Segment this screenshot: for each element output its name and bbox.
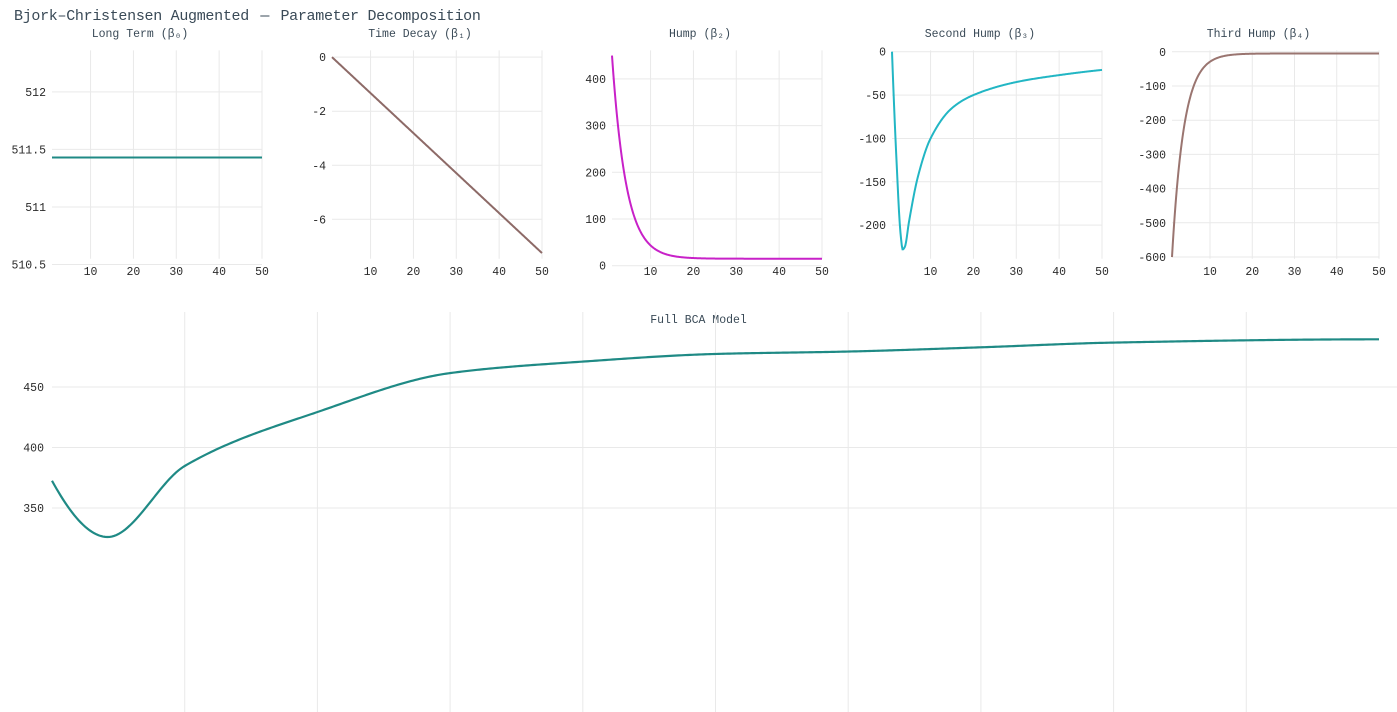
svg-text:-100: -100 [1138, 81, 1166, 94]
svg-text:40: 40 [772, 266, 786, 279]
svg-text:50: 50 [1372, 266, 1386, 279]
svg-text:100: 100 [585, 214, 606, 227]
svg-text:20: 20 [687, 266, 701, 279]
svg-text:-4: -4 [312, 160, 326, 173]
svg-text:-400: -400 [1138, 184, 1166, 197]
svg-text:10: 10 [924, 266, 938, 279]
svg-text:511: 511 [25, 202, 46, 215]
svg-text:50: 50 [1095, 266, 1109, 279]
svg-text:-200: -200 [1138, 115, 1166, 128]
svg-text:0: 0 [319, 52, 326, 65]
svg-text:-150: -150 [858, 177, 886, 190]
svg-text:450: 450 [23, 382, 44, 395]
svg-text:512: 512 [25, 87, 46, 100]
svg-text:-500: -500 [1138, 218, 1166, 231]
svg-text:400: 400 [585, 74, 606, 87]
svg-text:400: 400 [23, 442, 44, 455]
svg-text:350: 350 [23, 503, 44, 516]
svg-text:-2: -2 [312, 106, 326, 119]
svg-text:20: 20 [407, 266, 421, 279]
svg-text:10: 10 [1203, 266, 1217, 279]
svg-text:50: 50 [255, 266, 269, 279]
svg-text:20: 20 [1245, 266, 1259, 279]
svg-text:40: 40 [1052, 266, 1066, 279]
svg-text:50: 50 [815, 266, 829, 279]
svg-text:30: 30 [1009, 266, 1023, 279]
svg-text:511.5: 511.5 [11, 144, 46, 157]
svg-text:-200: -200 [858, 220, 886, 233]
svg-text:-300: -300 [1138, 149, 1166, 162]
svg-text:20: 20 [127, 266, 141, 279]
svg-text:30: 30 [169, 266, 183, 279]
svg-text:-600: -600 [1138, 252, 1166, 265]
svg-text:40: 40 [492, 266, 506, 279]
svg-text:0: 0 [1159, 47, 1166, 60]
svg-text:10: 10 [644, 266, 658, 279]
svg-text:-100: -100 [858, 133, 886, 146]
svg-text:10: 10 [364, 266, 378, 279]
svg-text:300: 300 [585, 121, 606, 134]
svg-text:30: 30 [729, 266, 743, 279]
svg-text:20: 20 [967, 266, 981, 279]
svg-text:0: 0 [879, 47, 886, 60]
svg-text:-6: -6 [312, 214, 326, 227]
svg-text:510.5: 510.5 [11, 260, 46, 273]
svg-text:0: 0 [599, 261, 606, 274]
svg-text:30: 30 [1288, 266, 1302, 279]
svg-text:50: 50 [535, 266, 549, 279]
svg-text:10: 10 [84, 266, 98, 279]
svg-text:200: 200 [585, 167, 606, 180]
svg-text:40: 40 [1330, 266, 1344, 279]
svg-text:-50: -50 [865, 90, 886, 103]
svg-text:30: 30 [449, 266, 463, 279]
svg-text:40: 40 [212, 266, 226, 279]
